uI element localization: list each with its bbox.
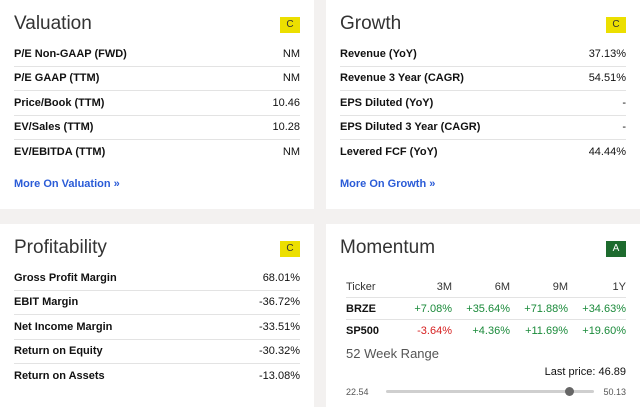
change-cell: +19.60% [582,325,626,337]
metric-row: P/E GAAP (TTM) NM [14,67,300,91]
metric-row: EBIT Margin -36.72% [14,291,300,315]
metric-row: EPS Diluted (YoY) - [340,91,626,116]
metric-value: - [622,96,626,109]
metric-label: EV/EBITDA (TTM) [14,146,106,159]
valuation-header: Valuation [14,11,300,37]
change-cell: +71.88% [524,302,568,315]
metric-value: -30.32% [259,345,300,358]
range-position-marker [565,387,575,396]
more-on-valuation-link[interactable]: More On Valuation » [14,178,120,190]
growth-header: Growth [340,11,626,37]
metric-label: EV/Sales (TTM) [14,121,94,134]
metric-value: 44.44% [588,146,626,159]
metric-row: Return on Equity -30.32% [14,340,300,364]
momentum-grade-badge: A [606,241,626,257]
ticker-cell: BRZE [346,302,376,315]
metric-row: Return on Assets -13.08% [14,364,300,389]
growth-title: Growth [340,13,402,34]
metric-row: Levered FCF (YoY) 44.44% [340,140,626,165]
metric-row: EV/Sales (TTM) 10.28 [14,116,300,140]
change-cell: +7.08% [414,302,452,315]
metric-label: Gross Profit Margin [14,271,117,284]
metric-row: P/E Non-GAAP (FWD) NM [14,42,300,67]
table-row: SP500 -3.64% +4.36% +11.69% +19.60% [346,320,626,342]
change-cell: +35.64% [466,302,510,315]
column-header: Ticker [346,280,376,293]
metric-value: -36.72% [259,296,300,309]
metric-row: Revenue 3 Year (CAGR) 54.51% [340,67,626,91]
table-row: BRZE +7.08% +35.64% +71.88% +34.63% [346,298,626,320]
week-range-track [386,387,594,396]
column-header: 1Y [612,280,626,293]
momentum-title: Momentum [340,237,436,258]
last-price-label: Last price: 46.89 [544,366,626,378]
metric-label: EPS Diluted (YoY) [340,96,434,109]
metric-value: NM [282,146,300,159]
metric-label: Levered FCF (YoY) [340,146,438,159]
range-high-value: 50.13 [603,387,626,397]
metric-label: Revenue 3 Year (CAGR) [340,72,464,85]
more-on-growth-link[interactable]: More On Growth » [340,178,436,190]
momentum-card: Momentum A Ticker 3M 6M 9M 1Y BRZE +7.08… [326,224,640,407]
ticker-cell: SP500 [346,325,380,337]
profitability-header: Profitability [14,235,300,261]
column-header: 9M [552,280,568,293]
metric-label: Return on Assets [14,370,105,383]
growth-grade-badge: C [606,17,626,33]
momentum-table: Ticker 3M 6M 9M 1Y BRZE +7.08% +35.64% +… [346,276,626,342]
metric-label: Net Income Margin [14,320,113,333]
change-cell: +11.69% [525,325,568,337]
valuation-card: Valuation C P/E Non-GAAP (FWD) NM P/E GAA… [0,0,314,209]
valuation-grade-badge: C [280,17,300,33]
metric-label: P/E Non-GAAP (FWD) [14,47,127,60]
change-cell: -3.64% [417,325,452,337]
week-range-title: 52 Week Range [346,346,439,361]
column-header: 3M [436,280,452,293]
metric-label: Price/Book (TTM) [14,96,105,109]
metric-value: -33.51% [259,320,300,333]
metric-row: Revenue (YoY) 37.13% [340,42,626,67]
momentum-table-header: Ticker 3M 6M 9M 1Y [346,276,626,298]
metric-label: P/E GAAP (TTM) [14,72,100,85]
growth-card: Growth C Revenue (YoY) 37.13% Revenue 3 Y… [326,0,640,209]
metric-value: 68.01% [262,271,300,284]
metric-value: 10.28 [272,121,300,134]
momentum-header: Momentum [340,235,626,261]
metric-value: - [622,121,626,134]
profitability-title: Profitability [14,237,107,258]
metric-label: Return on Equity [14,345,103,358]
change-cell: +4.36% [472,325,510,337]
metric-value: 37.13% [588,47,626,60]
column-header: 6M [494,280,510,293]
metric-label: Revenue (YoY) [340,47,417,60]
metric-row: Gross Profit Margin 68.01% [14,266,300,291]
range-low-value: 22.54 [346,387,369,397]
metric-row: Net Income Margin -33.51% [14,315,300,340]
metric-value: 54.51% [588,72,626,85]
metric-label: EBIT Margin [14,296,79,309]
metric-value: 10.46 [272,96,300,109]
metric-value: -13.08% [259,370,300,383]
metric-value: NM [282,72,300,85]
metric-row: EV/EBITDA (TTM) NM [14,140,300,165]
metric-value: NM [282,47,300,60]
metric-row: EPS Diluted 3 Year (CAGR) - [340,116,626,140]
change-cell: +34.63% [582,302,626,315]
metric-row: Price/Book (TTM) 10.46 [14,91,300,116]
profitability-grade-badge: C [280,241,300,257]
metric-label: EPS Diluted 3 Year (CAGR) [340,121,481,134]
valuation-title: Valuation [14,13,92,34]
profitability-card: Profitability C Gross Profit Margin 68.01… [0,224,314,407]
